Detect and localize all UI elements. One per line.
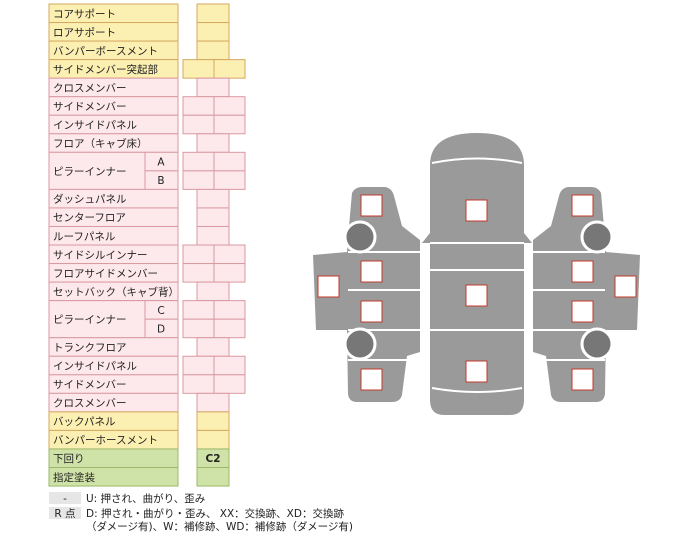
row-label: ロアサポート bbox=[53, 27, 116, 39]
legend-key: R 点 bbox=[54, 508, 75, 520]
input-cell bbox=[182, 170, 215, 190]
row-label: クロスメンバー bbox=[53, 82, 127, 94]
car-right-side bbox=[533, 187, 640, 402]
input-cell bbox=[182, 96, 215, 116]
row-label: サイドメンバー bbox=[53, 101, 127, 113]
input-cell bbox=[196, 40, 230, 61]
sub-label: D bbox=[157, 323, 165, 335]
row-label: 指定塗装 bbox=[53, 471, 95, 484]
input-cell bbox=[196, 207, 230, 227]
input-cell bbox=[213, 318, 246, 339]
legend-text: D: 押され・曲がり・歪み、 XX：交換跡、XD：交換跡 bbox=[86, 507, 344, 520]
sub-label: C bbox=[157, 305, 164, 317]
input-cell bbox=[182, 355, 215, 376]
input-cell bbox=[182, 244, 215, 265]
sub-label: B bbox=[157, 175, 164, 187]
input-cell bbox=[213, 151, 246, 172]
row-label: トランクフロア bbox=[53, 342, 127, 354]
row-label: ピラーインナー bbox=[53, 166, 127, 178]
input-cell bbox=[182, 374, 215, 394]
input-cell bbox=[213, 263, 246, 283]
input-cell bbox=[213, 300, 246, 320]
row-label: クロスメンバー bbox=[53, 398, 127, 410]
input-cell bbox=[213, 114, 246, 135]
sub-label: A bbox=[157, 157, 165, 169]
input-cell bbox=[196, 467, 230, 487]
input-cell bbox=[196, 22, 230, 42]
row-label: ルーフパネル bbox=[53, 231, 115, 243]
legend-key-box bbox=[49, 492, 81, 504]
input-cell bbox=[182, 151, 215, 172]
input-cell bbox=[196, 188, 230, 209]
input-cell bbox=[213, 244, 246, 265]
row-label: ピラーインナー bbox=[53, 314, 127, 326]
input-cell bbox=[196, 77, 230, 98]
input-cell bbox=[182, 114, 215, 135]
input-cell bbox=[196, 225, 230, 246]
input-cell bbox=[196, 133, 230, 153]
cell-value: C2 bbox=[205, 453, 220, 465]
row-label: インサイドパネル bbox=[53, 120, 137, 132]
input-cell bbox=[196, 281, 230, 302]
input-cell bbox=[182, 318, 215, 339]
car-diagram bbox=[313, 133, 640, 415]
input-cell bbox=[196, 337, 230, 357]
car-body-top bbox=[422, 133, 532, 415]
input-cell bbox=[213, 170, 246, 190]
row-label: フロアサイドメンバー bbox=[53, 268, 158, 280]
input-cell bbox=[182, 263, 215, 283]
row-label: サイドメンバー突起部 bbox=[53, 63, 158, 76]
car-left-side bbox=[313, 187, 420, 402]
row-label: バックパネル bbox=[53, 416, 115, 428]
legend-text: （ダメージ有)、W：補修跡、WD：補修跡（ダメージ有) bbox=[86, 520, 353, 533]
row-label: バンパーボースメント bbox=[53, 45, 158, 57]
input-cell bbox=[213, 374, 246, 394]
legend-text: U: 押され、曲がり、歪み bbox=[86, 492, 205, 505]
input-cell bbox=[213, 96, 246, 116]
row-label: サイドシルインナー bbox=[53, 249, 148, 261]
row-label: サイドメンバー bbox=[53, 379, 127, 391]
input-cell bbox=[196, 429, 230, 450]
input-cell bbox=[182, 59, 215, 79]
input-cell bbox=[182, 300, 215, 320]
input-cell bbox=[196, 411, 230, 431]
legend-key: - bbox=[63, 493, 67, 505]
legend-key-box bbox=[49, 507, 81, 519]
row-label: 下回り bbox=[53, 453, 85, 465]
row-label: コアサポート bbox=[53, 8, 116, 20]
input-cell bbox=[213, 59, 246, 79]
input-cell bbox=[196, 392, 230, 413]
row-label-cell bbox=[48, 467, 179, 487]
row-label: バンパーホースメント bbox=[53, 435, 158, 447]
row-label: センターフロア bbox=[53, 212, 126, 224]
input-cell bbox=[213, 355, 246, 376]
input-cell bbox=[196, 3, 230, 24]
row-label: セットバック（キャブ背） bbox=[53, 285, 179, 298]
row-label: ダッシュパネル bbox=[53, 193, 127, 206]
row-label: インサイドパネル bbox=[53, 361, 137, 373]
row-label-cell bbox=[48, 151, 146, 190]
row-label: フロア（キャブ床） bbox=[53, 137, 148, 150]
